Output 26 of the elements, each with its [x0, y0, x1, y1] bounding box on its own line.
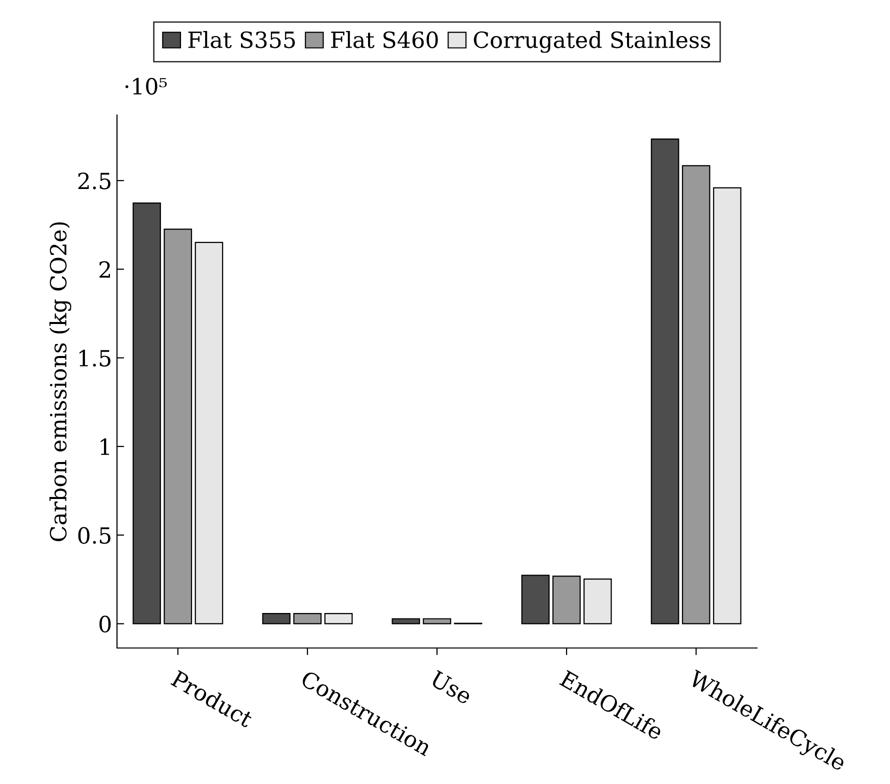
bar: [682, 165, 710, 624]
bar: [262, 613, 291, 624]
bar: [552, 576, 581, 624]
y-tick-label: 1.5: [80, 350, 110, 367]
y-axis-title: Carbon emissions (kg CO2e): [49, 222, 72, 542]
y-tick-label: 0: [99, 616, 111, 632]
bar: [324, 613, 353, 624]
bar: [422, 618, 452, 624]
y-tick-label: 0.5: [78, 527, 110, 544]
text: ·10⁵: [125, 78, 167, 95]
x-tick-label: Use: [429, 670, 474, 705]
bar: [293, 613, 322, 624]
legend-label: Corrugated Stainless: [474, 30, 710, 53]
y-tick-label: 2.5: [78, 172, 110, 190]
y-tick-label: 1: [100, 438, 109, 455]
bar: [713, 187, 742, 624]
bar: [132, 202, 161, 624]
bar: [583, 578, 612, 624]
bar: [164, 228, 192, 624]
bar: [392, 618, 420, 624]
legend-label: Flat S355: [188, 30, 295, 48]
bar: [650, 138, 680, 624]
legend-label: Flat S460: [331, 30, 438, 48]
bar: [194, 242, 224, 624]
y-tick-label: 2: [100, 261, 110, 278]
bar: [521, 574, 550, 624]
